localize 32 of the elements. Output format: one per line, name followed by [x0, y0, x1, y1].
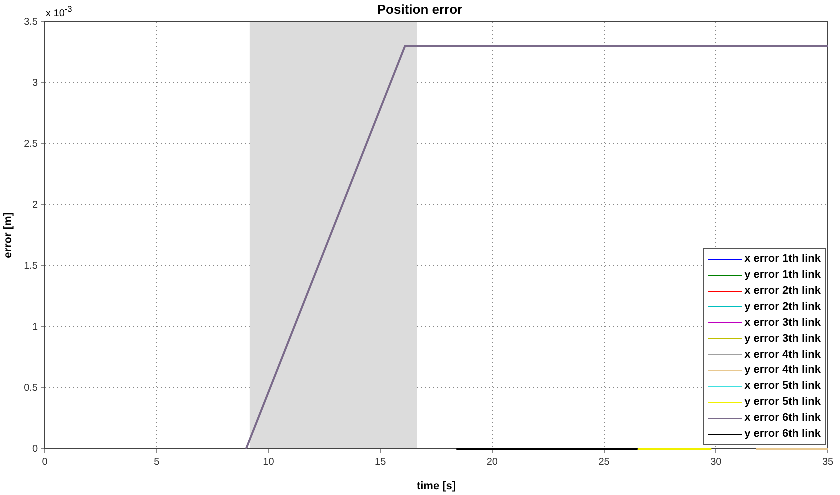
y-tick-label: 1.5 — [24, 260, 38, 272]
legend-label: y error 1th link — [744, 269, 821, 282]
y-axis-title: error [m] — [2, 212, 15, 258]
x-tick-label: 15 — [375, 456, 387, 468]
y-tick-label: 2 — [32, 200, 38, 211]
chart-title: Position error — [377, 2, 463, 17]
legend-label: x error 4th link — [744, 348, 821, 361]
text: x 10$^{-3}$ — [46, 4, 72, 20]
y-tick-label: 0 — [32, 444, 38, 455]
x-tick-label: 10 — [263, 456, 275, 468]
x-axis-title: time [s] — [416, 480, 456, 492]
legend-label: y error 3th link — [744, 332, 821, 345]
legend-label: x error 1th link — [744, 253, 821, 266]
x-tick-label: 30 — [710, 456, 722, 468]
legend-label: x error 2th link — [744, 285, 821, 298]
legend-label: y error 4th link — [744, 364, 821, 376]
legend-label: x error 3th link — [744, 316, 821, 329]
legend-label: x error 5th link — [744, 380, 821, 392]
y-tick-label: 0.5 — [24, 382, 38, 394]
legend-label: y error 2th link — [744, 300, 821, 313]
x-tick-label: 5 — [154, 456, 160, 468]
x-tick-label: 25 — [598, 456, 610, 468]
y-tick-label: 3 — [32, 78, 38, 89]
x-tick-label: 0 — [42, 456, 48, 468]
legend-label: y error 6th link — [744, 428, 821, 440]
x-tick-label: 35 — [822, 456, 834, 468]
legend-label: y error 5th link — [744, 396, 821, 408]
x-tick-label: 20 — [486, 456, 498, 468]
y-tick-label: 1 — [32, 322, 38, 333]
y-tick-label: 3.5 — [24, 16, 38, 28]
y-tick-label: 2.5 — [24, 138, 38, 150]
legend-label: x error 6th link — [744, 412, 821, 424]
